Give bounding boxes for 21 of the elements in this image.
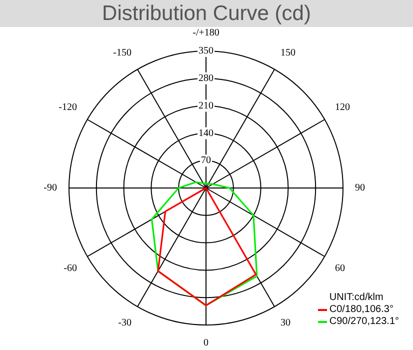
- y-tick-label: 350: [198, 46, 214, 57]
- spoke-label: 150: [280, 48, 296, 59]
- spoke-label: 60: [335, 263, 346, 274]
- spoke-label: 90: [355, 182, 365, 194]
- spoke-label: 120: [335, 102, 350, 114]
- spoke-label: -30: [118, 318, 132, 329]
- spoke-label: -/+180: [192, 28, 220, 39]
- chart-title: Distribution Curve (cd): [0, 0, 413, 27]
- legend-label: C0/180,106.3°: [329, 304, 394, 316]
- legend-label: C90/270,123.1°: [329, 316, 399, 328]
- y-tick-label: 70: [201, 155, 211, 166]
- spoke-label: 0: [204, 338, 208, 349]
- spoke-label: -150: [113, 48, 132, 59]
- spoke-label: 30: [280, 318, 290, 329]
- spoke-label: -60: [64, 263, 77, 274]
- legend-title: UNIT:cd/klm: [329, 292, 384, 304]
- spoke-label: -90: [44, 182, 57, 194]
- spoke-label: -120: [58, 102, 77, 114]
- y-tick-label: 210: [198, 100, 214, 112]
- y-tick-label: 280: [198, 73, 214, 84]
- y-tick-label: 140: [198, 128, 214, 139]
